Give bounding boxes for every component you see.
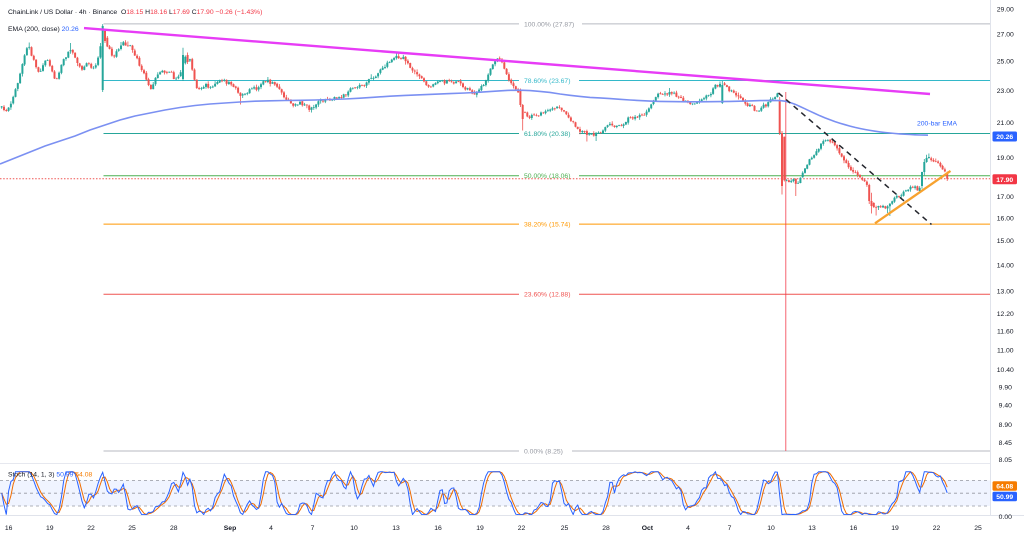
svg-text:38.20% (15.74): 38.20% (15.74)	[524, 222, 570, 229]
svg-text:19: 19	[46, 525, 54, 532]
svg-text:22: 22	[933, 525, 941, 532]
svg-text:100.00% (27.87): 100.00% (27.87)	[524, 21, 574, 28]
svg-text:22: 22	[87, 525, 95, 532]
svg-text:11.60: 11.60	[997, 329, 1014, 336]
svg-text:13: 13	[392, 525, 400, 532]
svg-text:7: 7	[728, 525, 732, 532]
svg-text:16: 16	[5, 525, 13, 532]
svg-text:19: 19	[476, 525, 484, 532]
svg-text:16.00: 16.00	[997, 215, 1014, 222]
svg-text:61.80% (20.38): 61.80% (20.38)	[524, 131, 570, 138]
svg-text:12.20: 12.20	[997, 311, 1014, 318]
svg-text:Stoch (14, 1, 3) 50.99 64.08: Stoch (14, 1, 3) 50.99 64.08	[8, 472, 92, 479]
svg-text:7: 7	[311, 525, 315, 532]
svg-text:78.60% (23.67): 78.60% (23.67)	[524, 78, 570, 85]
svg-text:9.40: 9.40	[999, 403, 1012, 410]
svg-text:21.00: 21.00	[997, 120, 1014, 127]
svg-text:8.05: 8.05	[999, 457, 1012, 464]
svg-text:13.00: 13.00	[997, 289, 1014, 296]
svg-text:17.00: 17.00	[997, 194, 1014, 201]
svg-text:11.00: 11.00	[997, 347, 1014, 354]
svg-text:50.99: 50.99	[996, 494, 1013, 501]
svg-text:23.00: 23.00	[997, 88, 1014, 95]
svg-text:ChainLink / US Dollar · 4h · B: ChainLink / US Dollar · 4h · Binance O18…	[8, 9, 262, 16]
svg-text:20.26: 20.26	[996, 134, 1013, 141]
svg-text:28: 28	[602, 525, 610, 532]
svg-text:10: 10	[350, 525, 358, 532]
svg-text:64.08: 64.08	[996, 483, 1013, 490]
svg-text:Oct: Oct	[642, 525, 654, 532]
svg-text:8.45: 8.45	[999, 440, 1012, 447]
svg-text:14.00: 14.00	[997, 262, 1014, 269]
svg-text:23.60% (12.88): 23.60% (12.88)	[524, 292, 570, 299]
svg-text:19: 19	[891, 525, 899, 532]
svg-text:16: 16	[434, 525, 442, 532]
svg-text:28: 28	[170, 525, 178, 532]
svg-text:50.00% (18.06): 50.00% (18.06)	[524, 173, 570, 180]
svg-text:200-bar EMA: 200-bar EMA	[917, 121, 958, 128]
svg-text:0.00: 0.00	[999, 514, 1012, 521]
svg-text:27.00: 27.00	[997, 32, 1014, 39]
svg-text:4: 4	[269, 525, 273, 532]
svg-text:25: 25	[128, 525, 136, 532]
svg-text:17.90: 17.90	[996, 177, 1013, 184]
svg-text:13: 13	[808, 525, 816, 532]
svg-text:29.00: 29.00	[997, 7, 1014, 14]
svg-text:4: 4	[686, 525, 690, 532]
svg-text:0.00% (8.25): 0.00% (8.25)	[524, 448, 563, 455]
svg-text:10: 10	[767, 525, 775, 532]
svg-text:15.00: 15.00	[997, 238, 1014, 245]
svg-text:25: 25	[974, 525, 982, 532]
svg-text:8.90: 8.90	[999, 422, 1012, 429]
svg-text:22: 22	[518, 525, 526, 532]
svg-text:9.90: 9.90	[999, 385, 1012, 392]
svg-text:10.40: 10.40	[997, 367, 1014, 374]
svg-text:19.00: 19.00	[997, 155, 1014, 162]
svg-text:EMA (200, close) 20.26: EMA (200, close) 20.26	[8, 26, 79, 33]
svg-text:25: 25	[561, 525, 569, 532]
svg-text:Sep: Sep	[224, 525, 236, 532]
svg-text:25.00: 25.00	[997, 59, 1014, 66]
svg-text:16: 16	[850, 525, 858, 532]
